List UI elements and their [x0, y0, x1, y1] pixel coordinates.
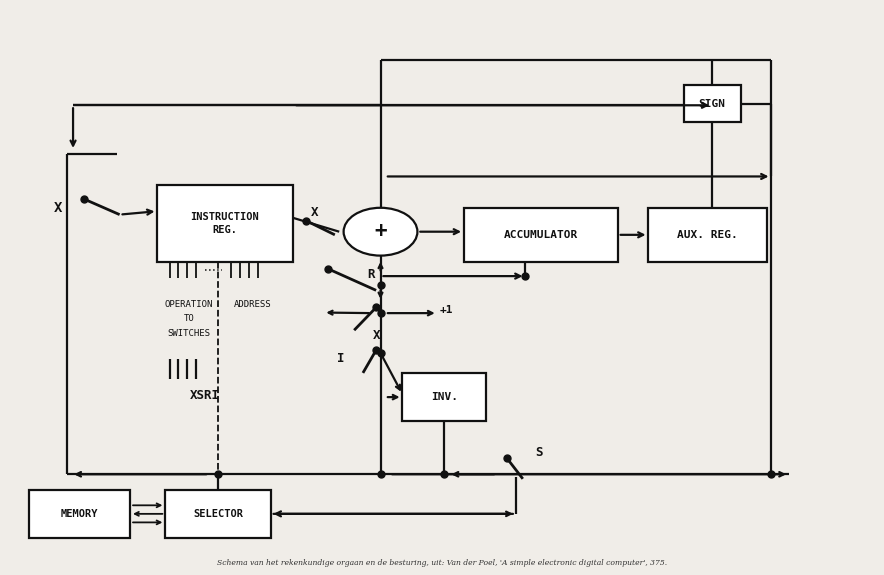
Text: XSRI: XSRI	[190, 389, 220, 402]
Text: OPERATION: OPERATION	[164, 300, 213, 309]
Text: MEMORY: MEMORY	[61, 509, 98, 519]
Bar	[649, 208, 767, 262]
Text: X: X	[54, 201, 63, 216]
Bar	[156, 185, 293, 262]
Text: SELECTOR: SELECTOR	[193, 509, 243, 519]
Text: R: R	[368, 268, 375, 281]
Bar	[683, 85, 741, 122]
Text: ACCUMULATOR: ACCUMULATOR	[504, 230, 578, 240]
Text: +: +	[374, 221, 387, 240]
Text: I: I	[337, 352, 345, 365]
Text: SWITCHES: SWITCHES	[167, 328, 210, 338]
Bar	[402, 373, 486, 421]
Text: +1: +1	[439, 305, 453, 315]
Text: ADDRESS: ADDRESS	[234, 300, 272, 309]
Circle shape	[344, 208, 417, 256]
Text: X: X	[311, 205, 318, 218]
Text: Schema van het rekenkundige orgaan en de besturing, uit: Van der Poel, 'A simple: Schema van het rekenkundige orgaan en de…	[217, 558, 667, 566]
Text: TO: TO	[184, 315, 194, 323]
Text: SIGN: SIGN	[698, 99, 726, 109]
Bar	[29, 490, 130, 538]
Text: AUX. REG.: AUX. REG.	[677, 230, 738, 240]
Bar	[165, 490, 271, 538]
Text: X: X	[372, 329, 380, 342]
Text: INV.: INV.	[431, 392, 458, 402]
Text: INSTRUCTION
REG.: INSTRUCTION REG.	[190, 212, 259, 235]
Text: S: S	[535, 446, 543, 459]
Bar	[464, 208, 618, 262]
